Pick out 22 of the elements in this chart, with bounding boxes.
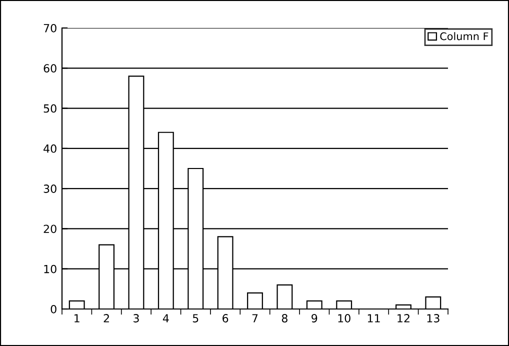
y-tick-label: 0 (50, 304, 56, 314)
y-tick-label: 60 (44, 64, 56, 73)
x-tick-label: 2 (104, 314, 109, 322)
y-tick-label: 30 (44, 184, 56, 193)
legend-label: Column F (440, 32, 488, 40)
y-tick-label: 20 (44, 224, 56, 234)
x-tick-label: 4 (162, 314, 169, 322)
x-tick-label: 6 (222, 314, 228, 322)
x-tick-label: 3 (134, 314, 139, 322)
x-tick-label: 9 (312, 314, 318, 322)
x-tick-label: 12 (398, 314, 410, 322)
y-tick-label: 10 (44, 264, 56, 274)
y-tick-label: 50 (44, 104, 56, 113)
y-tick-label: 70 (44, 24, 56, 32)
x-tick-label: 11 (368, 314, 380, 322)
x-tick-label: 5 (192, 314, 198, 322)
y-tick-label: 40 (44, 144, 56, 153)
x-tick-label: 1 (74, 314, 80, 322)
x-tick-label: 13 (427, 314, 440, 322)
x-tick-label: 10 (338, 314, 350, 322)
x-tick-label: 7 (252, 314, 258, 322)
x-tick-label: 8 (282, 314, 288, 322)
